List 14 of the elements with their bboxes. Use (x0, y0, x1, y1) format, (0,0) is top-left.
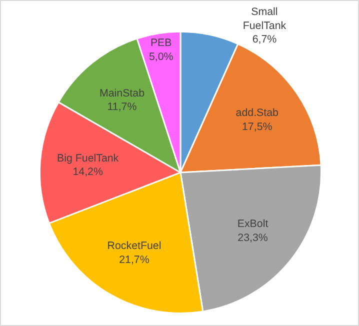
slice-label: Big FuelTank (57, 152, 120, 164)
data-label: 21,7% (119, 254, 150, 266)
slice-label: Small FuelTank (242, 6, 287, 32)
data-label: 14,2% (72, 166, 104, 178)
data-label: 6,7% (252, 34, 278, 46)
data-label: 5,0% (148, 51, 174, 64)
slice-label: add.Stab (236, 107, 279, 120)
slice-label: ExBolt (237, 218, 268, 230)
data-label: 17,5% (242, 120, 273, 133)
slice-label: PEB (150, 37, 172, 50)
slice-label: MainStab (99, 87, 145, 100)
data-label: 11,7% (107, 101, 138, 114)
data-label: 23,3% (238, 232, 268, 244)
slice-label: RocketFuel (107, 240, 162, 252)
